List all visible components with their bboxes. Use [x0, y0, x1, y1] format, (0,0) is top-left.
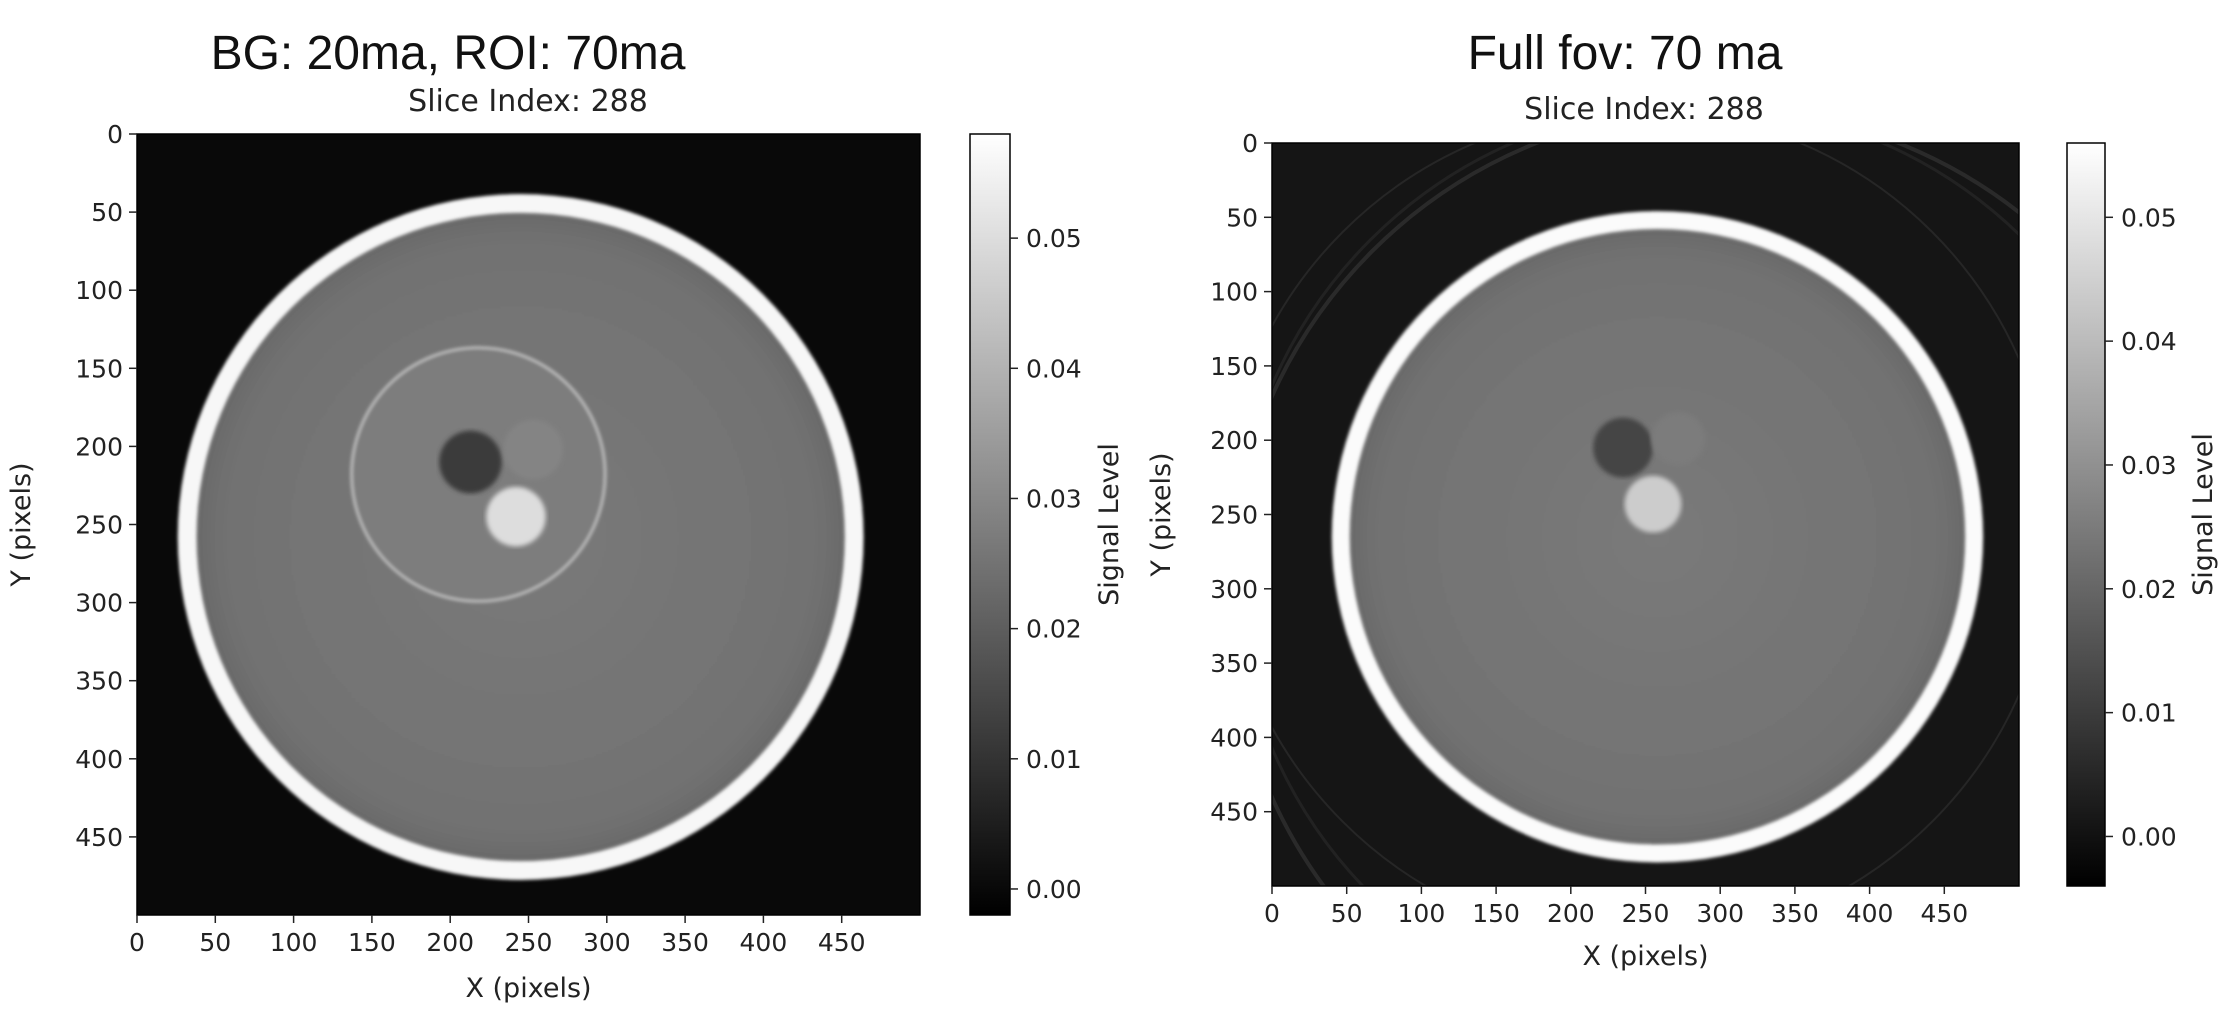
- colorbar-tick-label: 0.03: [2121, 451, 2177, 480]
- colorbar-tick-label: 0.05: [2121, 203, 2177, 232]
- x-tick-label: 450: [818, 928, 866, 957]
- y-tick-label: 250: [1210, 501, 1258, 530]
- y-tick-label: 150: [1210, 352, 1258, 381]
- y-tick-label: 200: [75, 432, 123, 461]
- x-tick-label: 50: [1331, 899, 1363, 928]
- colorbar-tick-label: 0.03: [1026, 484, 1082, 513]
- x-tick-label: 150: [1472, 899, 1520, 928]
- y-tick-label: 100: [1210, 278, 1258, 307]
- x-axis-label: X (pixels): [465, 973, 591, 1004]
- x-tick-label: 50: [199, 928, 231, 957]
- right-panel: 0 50 100 150 200 250 300 350 400 450 0 50 100 150 200 2…: [1146, 129, 2219, 972]
- y-tick-label: 450: [75, 823, 123, 852]
- right-ct-image: [1272, 143, 2019, 886]
- insert-2: [1651, 411, 1706, 466]
- x-tick-label: 400: [740, 928, 788, 957]
- colorbar-label: Signal Level: [1094, 443, 1125, 606]
- x-tick-label: 200: [1547, 899, 1595, 928]
- x-tick-label: 450: [1920, 899, 1968, 928]
- x-tick-label: 300: [583, 928, 631, 957]
- x-tick-label: 150: [348, 928, 396, 957]
- colorbar: [2066, 142, 2106, 887]
- colorbar: [969, 133, 1011, 916]
- colorbar-tick-label: 0.01: [2121, 699, 2177, 728]
- insert-3: [486, 486, 546, 547]
- insert-1: [1593, 417, 1653, 478]
- x-tick-label: 350: [661, 928, 709, 957]
- y-tick-label: 350: [75, 667, 123, 696]
- colorbar-tick-label: 0.02: [2121, 575, 2177, 604]
- phantom-body: [1349, 229, 1966, 845]
- colorbar-label: Signal Level: [2188, 433, 2219, 596]
- x-tick-label: 100: [270, 928, 318, 957]
- colorbar-tick-label: 0.04: [2121, 327, 2177, 356]
- left-ct-image: [137, 134, 920, 915]
- x-tick-label: 250: [1622, 899, 1670, 928]
- right-slice-title: Slice Index: 288: [1524, 92, 1764, 127]
- x-axis-label: X (pixels): [1582, 941, 1708, 972]
- y-tick-label: 250: [75, 511, 123, 540]
- y-tick-label: 300: [1210, 575, 1258, 604]
- y-tick-label: 150: [75, 354, 123, 383]
- insert-1: [439, 430, 502, 494]
- colorbar-tick-label: 0.00: [2121, 822, 2177, 851]
- insert-3: [1624, 475, 1682, 533]
- x-tick-label: 250: [505, 928, 553, 957]
- y-tick-label: 200: [1210, 426, 1258, 455]
- colorbar-tick-label: 0.05: [1026, 224, 1082, 253]
- y-tick-label: 400: [1210, 723, 1258, 752]
- y-axis-label: Y (pixels): [1146, 452, 1177, 577]
- y-tick-label: 50: [91, 198, 123, 227]
- y-axis-label: Y (pixels): [6, 462, 37, 587]
- y-tick-label: 300: [75, 589, 123, 618]
- x-tick-label: 400: [1846, 899, 1894, 928]
- x-tick-label: 100: [1398, 899, 1446, 928]
- y-tick-label: 50: [1226, 203, 1258, 232]
- x-tick-label: 300: [1696, 899, 1744, 928]
- y-tick-label: 400: [75, 745, 123, 774]
- x-tick-label: 0: [1264, 899, 1280, 928]
- colorbar-tick-label: 0.01: [1026, 745, 1082, 774]
- y-tick-label: 0: [1242, 129, 1258, 158]
- colorbar-tick-label: 0.04: [1026, 354, 1082, 383]
- y-tick-label: 350: [1210, 649, 1258, 678]
- colorbar-tick-label: 0.00: [1026, 875, 1082, 904]
- x-tick-label: 200: [426, 928, 474, 957]
- right-panel-heading: Full fov: 70 ma: [1467, 27, 1783, 80]
- y-tick-label: 450: [1210, 798, 1258, 827]
- left-panel-heading: BG: 20ma, ROI: 70ma: [210, 27, 686, 80]
- left-slice-title: Slice Index: 288: [408, 84, 648, 119]
- left-panel: 0 50 100 150 200 250 300 350 400 450 0 50 100 150 200 2…: [6, 120, 1125, 1004]
- y-tick-label: 100: [75, 276, 123, 305]
- insert-2: [503, 419, 563, 480]
- colorbar-tick-label: 0.02: [1026, 615, 1082, 644]
- x-tick-label: 0: [129, 928, 145, 957]
- y-tick-label: 0: [107, 120, 123, 149]
- x-tick-label: 350: [1771, 899, 1819, 928]
